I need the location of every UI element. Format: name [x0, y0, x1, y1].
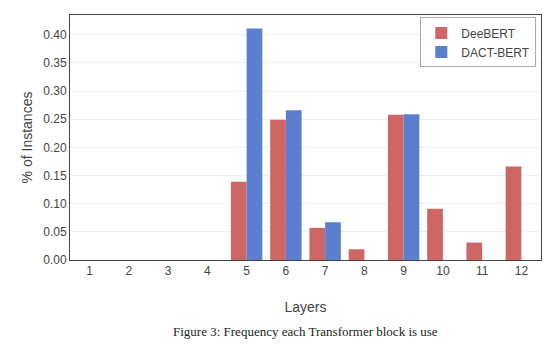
svg-text:8: 8: [361, 264, 368, 278]
svg-text:DACT-BERT: DACT-BERT: [461, 46, 529, 60]
svg-text:10: 10: [436, 264, 450, 278]
svg-text:2: 2: [126, 264, 133, 278]
svg-text:DeeBERT: DeeBERT: [461, 27, 515, 41]
svg-text:12: 12: [515, 264, 529, 278]
svg-text:0.15: 0.15: [43, 169, 67, 183]
svg-text:% of Instances: % of Instances: [19, 92, 35, 184]
svg-text:5: 5: [243, 264, 250, 278]
svg-text:Layers: Layers: [284, 299, 326, 315]
svg-text:0.25: 0.25: [43, 112, 67, 126]
svg-text:7: 7: [322, 264, 329, 278]
svg-text:0.20: 0.20: [43, 141, 67, 155]
svg-text:0.00: 0.00: [43, 253, 67, 267]
svg-text:0.40: 0.40: [43, 28, 67, 42]
svg-text:9: 9: [400, 264, 407, 278]
svg-text:11: 11: [476, 264, 489, 278]
svg-text:4: 4: [204, 264, 211, 278]
svg-text:6: 6: [283, 264, 290, 278]
svg-text:0.30: 0.30: [43, 84, 67, 98]
svg-text:0.10: 0.10: [43, 197, 67, 211]
svg-text:0.35: 0.35: [43, 56, 67, 70]
svg-text:1: 1: [86, 264, 93, 278]
svg-text:3: 3: [165, 264, 172, 278]
svg-text:0.05: 0.05: [43, 225, 67, 239]
svg-text:Figure 3: Frequency each Trans: Figure 3: Frequency each Transformer blo…: [173, 324, 438, 339]
